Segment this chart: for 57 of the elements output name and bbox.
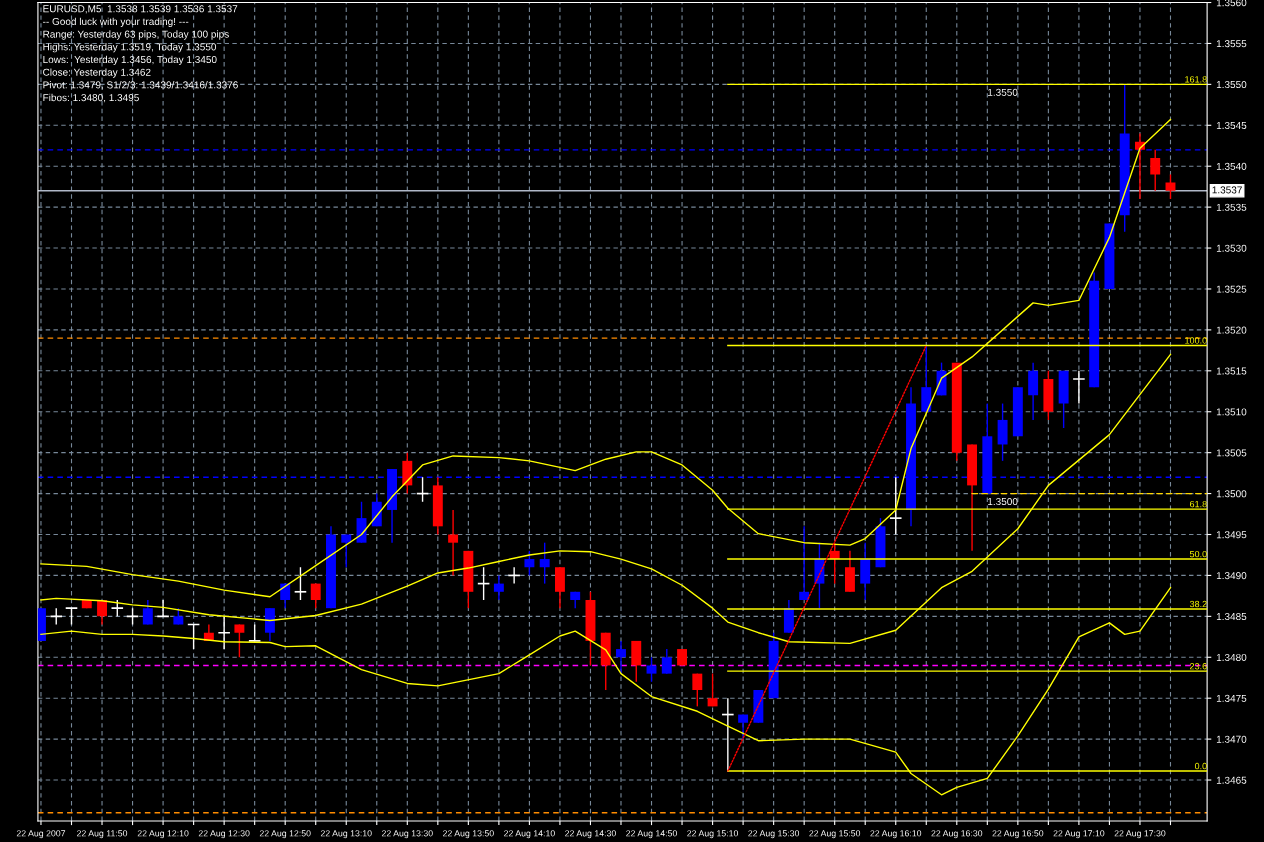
- x-tick-label: 22 Aug 12:50: [259, 830, 311, 839]
- y-tick-label: 1.3465: [1216, 776, 1247, 784]
- x-tick-label: 22 Aug 14:10: [504, 830, 555, 839]
- x-tick-label: 22 Aug 12:10: [137, 830, 189, 839]
- x-tick-label: 22 Aug 16:10: [870, 830, 922, 839]
- x-tick-label: 22 Aug 13:30: [381, 830, 433, 839]
- x-tick-label: 22 Aug 17:30: [1114, 830, 1166, 839]
- series-label: 50.0: [1189, 550, 1207, 558]
- series-label: 0.0: [1194, 762, 1207, 770]
- annotation: Pivot: 1.3479, S1/2/3: 1.3439/1.3416/1.3376: [43, 81, 238, 90]
- x-tick-label: 22 Aug 13:50: [443, 830, 494, 839]
- x-tick-label: 22 Aug 15:10: [687, 830, 739, 839]
- y-tick-label: 1.3525: [1216, 285, 1247, 293]
- annotation: 1.3500: [988, 498, 1018, 506]
- y-tick-label: 1.3505: [1216, 449, 1247, 457]
- x-tick-label: 22 Aug 17:10: [1053, 830, 1105, 839]
- y-tick-label: 1.3520: [1216, 326, 1247, 334]
- y-tick-label: 1.3535: [1216, 203, 1247, 211]
- y-tick-label: 1.3500: [1216, 490, 1247, 498]
- x-tick-label: 22 Aug 15:50: [809, 830, 861, 839]
- x-tick-label: 22 Aug 16:50: [992, 830, 1044, 839]
- x-tick-label: 22 Aug 11:50: [77, 830, 128, 839]
- series-label: 61.8: [1190, 500, 1207, 508]
- y-tick-label: 1.3550: [1216, 81, 1247, 89]
- y-tick-label: 1.3530: [1216, 244, 1247, 252]
- annotation: Close: Yesterday 1.3462: [43, 68, 151, 78]
- x-tick-label: 22 Aug 14:50: [626, 830, 677, 839]
- y-tick-label: 1.3510: [1216, 408, 1247, 416]
- y-tick-label: 1.3540: [1216, 162, 1247, 170]
- y-tick-label: 1.3470: [1216, 735, 1247, 743]
- y-tick-label: 1.3555: [1216, 40, 1247, 48]
- y-tick-label: 1.3485: [1216, 612, 1247, 621]
- x-tick-label: 22 Aug 13:10: [320, 830, 372, 839]
- y-tick-label: 1.3560: [1216, 0, 1247, 7]
- series-label: 161.8: [1185, 76, 1207, 83]
- annotation: 1.3550: [988, 88, 1018, 96]
- y-tick-label: 1.3495: [1216, 531, 1247, 539]
- annotation: Range: Yesterday 63 pips, Today 100 pips: [43, 30, 229, 40]
- x-tick-label: 22 Aug 16:30: [931, 830, 983, 839]
- y-tick-label: 1.3490: [1216, 572, 1247, 580]
- x-tick-label: 22 Aug 12:30: [198, 830, 250, 839]
- chart-title: EURUSD,M5 1.3538 1.3539 1.3536 1.3537: [43, 5, 238, 14]
- y-tick-label: 1.3475: [1216, 694, 1247, 702]
- annotation: Fibos: 1.3480, 1.3495: [43, 93, 139, 103]
- annotation: Highs: Yesterday 1.3519, Today 1.3550: [43, 43, 217, 53]
- series-label: 100.0: [1185, 337, 1207, 344]
- series-label: 23.6: [1190, 663, 1207, 670]
- annotation: Lows: Yesterday 1.3456, Today 1.3450: [43, 55, 217, 66]
- x-tick-label: 22 Aug 14:30: [565, 830, 616, 839]
- ref-line-label: 1.3537: [1212, 186, 1242, 194]
- x-tick-label: 22 Aug 15:30: [748, 830, 800, 839]
- x-tick-label: 22 Aug 2007: [16, 830, 66, 839]
- y-tick-label: 1.3545: [1216, 121, 1247, 130]
- series-label: 38.2: [1189, 600, 1207, 608]
- y-tick-label: 1.3515: [1216, 367, 1247, 375]
- y-tick-label: 1.3480: [1216, 653, 1247, 661]
- annotation: -- Good luck with your trading! ---: [43, 17, 189, 27]
